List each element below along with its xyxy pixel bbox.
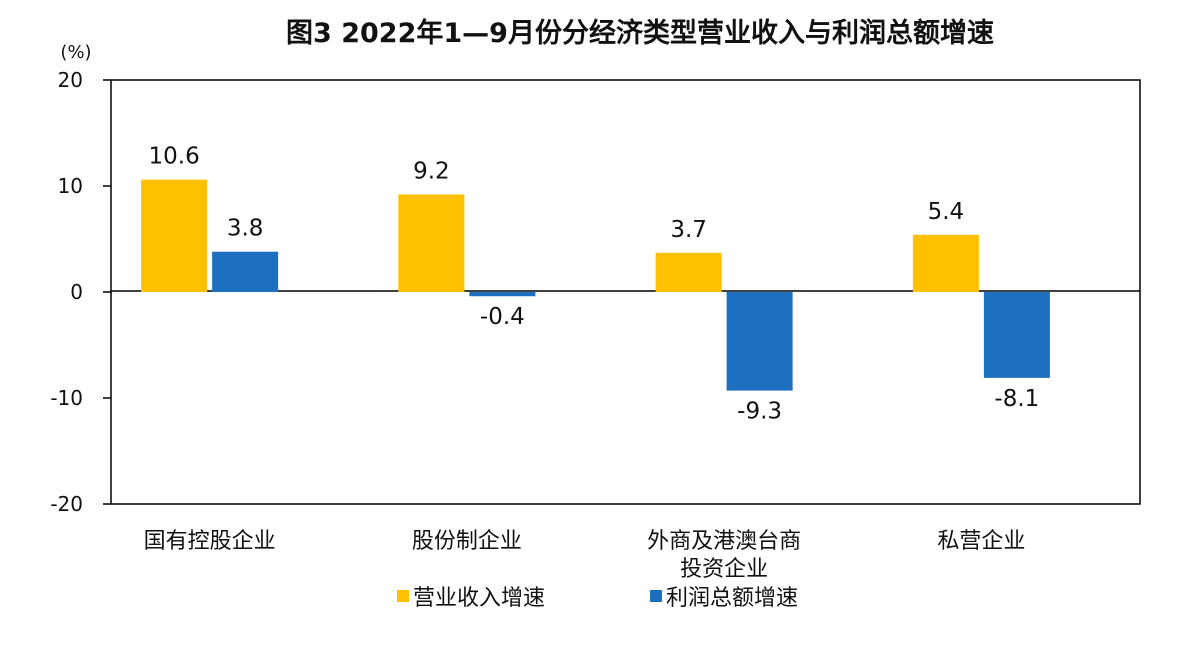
- y-tick-label: 0: [70, 280, 83, 304]
- bar-revenue: [398, 194, 465, 292]
- y-tick-label: -10: [50, 386, 83, 410]
- legend-swatch: [650, 590, 662, 602]
- data-label: 3.8: [227, 216, 264, 242]
- y-axis: 20 10 0 -10 -20: [50, 68, 111, 516]
- bar-revenue: [655, 252, 722, 292]
- legend-swatch: [397, 590, 409, 602]
- y-tick-label: 20: [58, 68, 83, 92]
- bar-profit: [726, 292, 793, 391]
- category-label: 国有控股企业: [144, 529, 276, 554]
- category-label: 投资企业: [680, 557, 768, 582]
- value-labels: 10.6 9.2 3.7 5.4 3.8 -0.4 -9.3 -8.1: [149, 144, 1040, 425]
- legend-label: 营业收入增速: [413, 586, 545, 611]
- bar-profit: [212, 251, 279, 292]
- data-label: -0.4: [480, 304, 525, 330]
- data-label: -8.1: [994, 386, 1039, 412]
- legend-label: 利润总额增速: [666, 586, 798, 611]
- chart-title: 图3 2022年1—9月份分经济类型营业收入与利润总额增速: [286, 17, 994, 49]
- bar-revenue: [912, 234, 979, 292]
- bar-revenue: [141, 179, 208, 292]
- legend: 营业收入增速 利润总额增速: [397, 586, 798, 611]
- bars: [141, 179, 1050, 391]
- category-label: 外商及港澳台商: [647, 529, 801, 554]
- y-tick-label: -20: [50, 492, 83, 516]
- bar-profit: [983, 292, 1050, 378]
- y-tick-label: 10: [58, 174, 83, 198]
- y-axis-unit: (%): [60, 42, 91, 63]
- data-label: 10.6: [149, 144, 200, 170]
- bar-profit: [469, 292, 536, 297]
- category-label: 股份制企业: [412, 529, 522, 554]
- data-label: 5.4: [928, 199, 965, 225]
- category-label: 私营企业: [937, 529, 1025, 554]
- data-label: -9.3: [737, 399, 782, 425]
- data-label: 3.7: [670, 217, 707, 243]
- data-label: 9.2: [413, 158, 450, 184]
